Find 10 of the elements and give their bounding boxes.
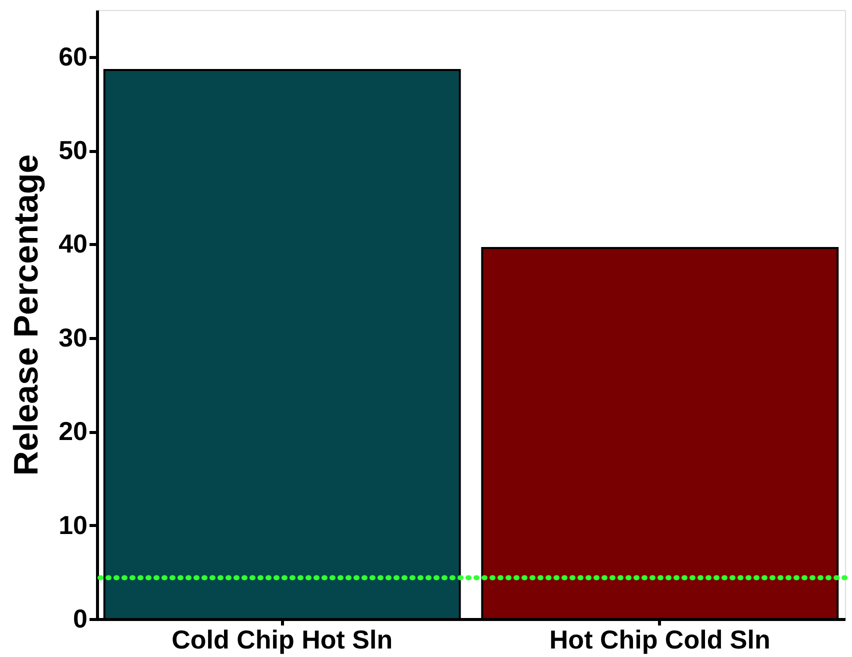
y-tick-label: 20 <box>58 416 88 446</box>
y-tick-label: 30 <box>58 322 88 352</box>
x-tick-label: Cold Chip Hot Sln <box>172 624 393 654</box>
y-tick-label: 0 <box>73 604 88 634</box>
y-tick-label: 40 <box>58 228 88 259</box>
y-tick-label: 60 <box>58 41 88 72</box>
y-tick-label: 10 <box>58 510 88 540</box>
y-tick-label: 50 <box>58 135 88 166</box>
y-axis-title: Release Percentage <box>8 154 46 476</box>
x-tick-label: Hot Chip Cold Sln <box>549 624 770 654</box>
